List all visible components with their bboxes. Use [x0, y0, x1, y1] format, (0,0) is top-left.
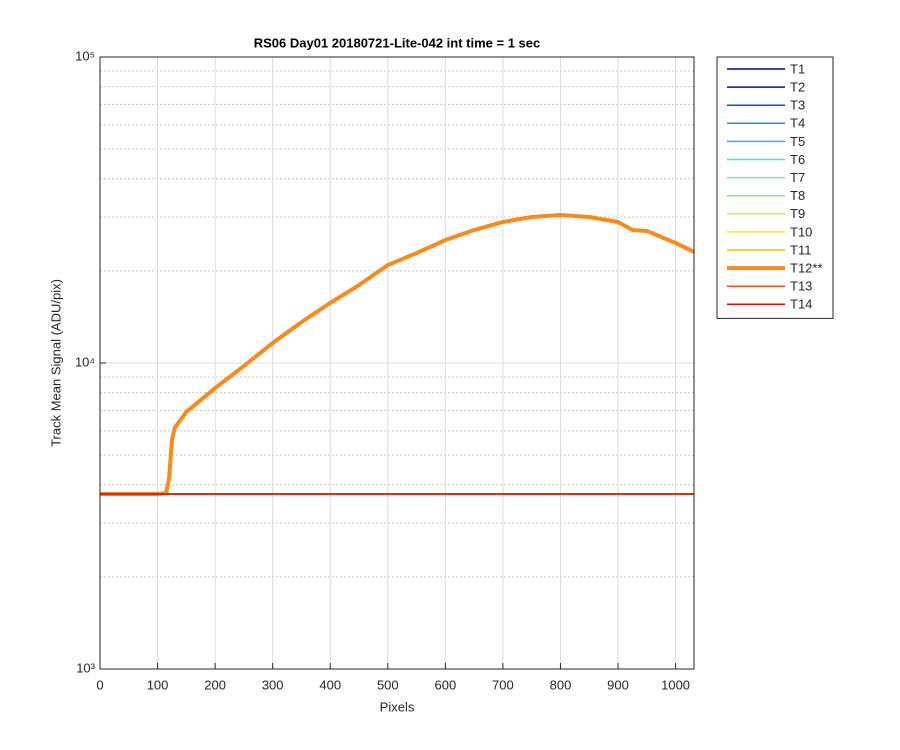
y-tick-label: 10⁴: [75, 354, 95, 369]
x-tick-label: 300: [262, 677, 284, 692]
legend-label: T9: [790, 206, 805, 221]
legend-label: T6: [790, 152, 805, 167]
x-tick-label: 0: [96, 677, 103, 692]
chart-title: RS06 Day01 20180721-Lite-042 int time = …: [254, 35, 541, 50]
legend-label: T10: [790, 224, 812, 239]
legend-label: T2: [790, 80, 805, 95]
series-line: [100, 212, 695, 497]
x-tick-label: 200: [204, 677, 226, 692]
legend-label: T5: [790, 134, 805, 149]
x-tick-label: 800: [550, 677, 572, 692]
y-axis-label: Track Mean Signal (ADU/pix): [48, 279, 63, 447]
legend-label: T8: [790, 188, 805, 203]
x-tick-label: 500: [377, 677, 399, 692]
legend-box: [716, 56, 834, 319]
y-tick-label: 10³: [76, 660, 95, 675]
x-tick-label: 900: [607, 677, 629, 692]
y-tick-label: 10⁵: [75, 48, 95, 63]
legend-label: T1: [790, 61, 805, 76]
legend-label: T4: [790, 116, 805, 131]
x-tick-label: 100: [147, 677, 169, 692]
legend-label: T3: [790, 98, 805, 113]
x-tick-label: 400: [319, 677, 341, 692]
x-tick-label: 1000: [661, 677, 690, 692]
legend-label: T12**: [790, 261, 823, 276]
x-tick-label: 600: [434, 677, 456, 692]
legend-label: T14: [790, 297, 812, 312]
x-tick-label: 700: [492, 677, 514, 692]
legend-label: T7: [790, 170, 805, 185]
axes-box: [99, 56, 695, 670]
x-axis-label: Pixels: [380, 699, 415, 714]
legend-label: T11: [790, 242, 811, 257]
legend-label: T13: [790, 279, 812, 294]
